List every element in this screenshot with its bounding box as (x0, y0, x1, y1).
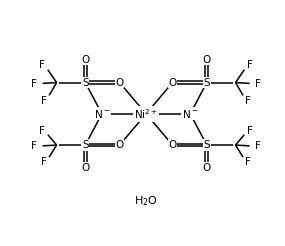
Text: S: S (82, 77, 89, 88)
Text: O: O (81, 163, 89, 173)
Text: O: O (81, 55, 89, 65)
Text: O: O (115, 140, 124, 150)
Text: F: F (245, 95, 251, 106)
Text: O: O (203, 163, 211, 173)
Text: F: F (39, 60, 45, 70)
Text: O: O (115, 77, 124, 88)
Text: O: O (168, 140, 177, 150)
Text: S: S (203, 77, 210, 88)
Text: F: F (41, 95, 47, 106)
Text: F: F (255, 78, 261, 89)
Text: F: F (39, 126, 45, 137)
Text: N$^-$: N$^-$ (182, 108, 199, 120)
Text: S: S (82, 140, 89, 150)
Text: F: F (247, 60, 253, 70)
Text: F: F (245, 157, 251, 167)
Text: F: F (31, 78, 37, 89)
Text: F: F (255, 141, 261, 151)
Text: H$_2$O: H$_2$O (134, 194, 158, 208)
Text: F: F (31, 141, 37, 151)
Text: Ni$^{2+}$: Ni$^{2+}$ (134, 107, 158, 121)
Text: F: F (41, 157, 47, 167)
Text: O: O (203, 55, 211, 65)
Text: O: O (168, 77, 177, 88)
Text: F: F (247, 126, 253, 137)
Text: S: S (203, 140, 210, 150)
Text: N$^-$: N$^-$ (93, 108, 110, 120)
